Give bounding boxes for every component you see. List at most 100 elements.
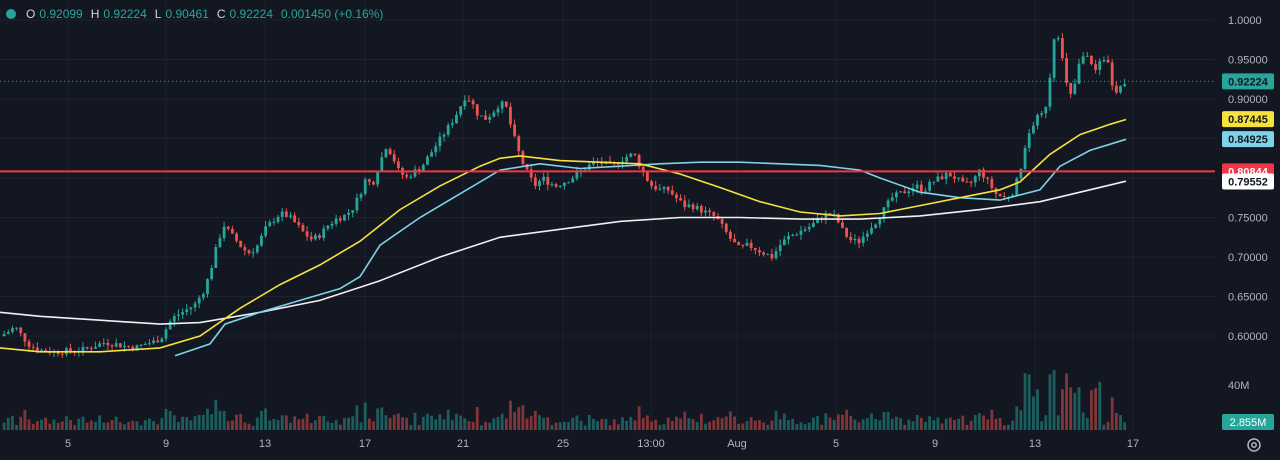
volume-bar [699,413,703,430]
volume-bar [870,413,873,430]
candle-body [81,346,85,352]
volume-bar [592,418,595,430]
candle-body [372,181,375,185]
volume-bar [679,418,682,430]
candle-body [19,327,23,334]
volume-bar [19,416,23,430]
volume-bar [961,415,965,430]
candle-body [135,345,139,351]
price-tick-label: 1.0000 [1228,15,1262,27]
volume-bar [936,417,940,430]
volume-bar [450,420,454,430]
volume-bar [23,409,27,430]
volume-bar [11,415,14,430]
candle-body [849,236,853,241]
volume-bar [1073,392,1077,430]
candle-body [110,345,114,347]
ma-blue-tag-bg [1222,131,1274,148]
volume-bar [820,424,824,430]
candle-body [409,176,413,178]
volume-bar [529,416,533,430]
candle-body [704,210,707,213]
candle-body [430,152,433,157]
volume-bar [413,412,417,430]
volume-bar [874,419,878,430]
candle-body [745,242,749,246]
volume-bar [442,419,446,430]
candle-body [185,309,189,313]
candle-body [1036,114,1039,126]
candle-body [359,194,363,198]
candle-body [293,215,297,223]
volume-bar [973,414,977,430]
time-axis[interactable]: 5 9 13 17 21 25 13:00 Aug 5 9 13 17 [65,438,1139,450]
candle-body [583,169,587,171]
candle-body [480,115,483,117]
candle-body [60,353,64,355]
volume-bar [392,414,396,430]
candle-body [853,238,857,241]
candle-body [264,226,267,236]
volume-bar [305,413,309,430]
candle-body [538,180,541,187]
candle-body [11,327,14,333]
volume-bar [538,415,541,430]
candle-body [675,194,678,199]
candle-body [276,216,280,222]
volume-bar [293,416,297,430]
volume-bar [206,408,209,430]
candle-body [812,223,815,227]
volume-bar [326,421,330,430]
volume-bar [81,416,85,430]
candle-body [787,235,790,240]
volume-bar [1015,406,1019,430]
volume-bar [915,414,919,430]
candle-body [1090,55,1093,65]
volume-bar [69,420,72,430]
candle-body [986,177,990,179]
candle-body [492,112,496,117]
volume-bar [600,419,604,430]
volume-bar [272,419,276,430]
volume-bar [641,417,645,430]
volume-bar [1027,374,1031,430]
candle-body [417,169,421,171]
candle-body [35,347,39,352]
change-value: 0.001450 (+0.16%) [280,7,384,21]
volume-bar [741,423,745,430]
candle-body [384,149,388,158]
volume-bar [197,414,201,430]
volume-bar [401,417,404,430]
volume-bar [1007,424,1010,430]
candle-body [691,204,695,210]
candle-body [177,314,180,317]
candle-body [355,197,359,211]
time-tick-label: 17 [359,438,371,450]
volume-bar [1048,374,1052,430]
symbol-status-icon[interactable] [6,9,16,19]
volume-bar [131,420,135,430]
price-tick-label: 0.95000 [1228,55,1268,67]
settings-gear-icon[interactable] [1245,436,1263,454]
ma-blue-tag: 0.84925 [1228,134,1268,146]
candle-body [729,231,732,239]
volume-bar [388,417,392,430]
candle-body [571,178,575,183]
volume-bar [255,417,259,430]
candle-body [650,181,653,186]
volume-bar [355,405,359,430]
volume-bar [35,421,39,430]
volume-bar [239,413,243,430]
volume-bar [832,419,836,430]
volume-bar [15,424,18,430]
volume-bar [168,411,172,430]
candle-body [907,191,911,194]
volume-bar [31,423,35,430]
volume-bar [446,409,450,430]
volume-bar [334,420,338,430]
candle-body [94,346,97,349]
candle-body [1123,84,1127,87]
volume-bar [284,415,288,430]
candle-body [791,234,795,236]
